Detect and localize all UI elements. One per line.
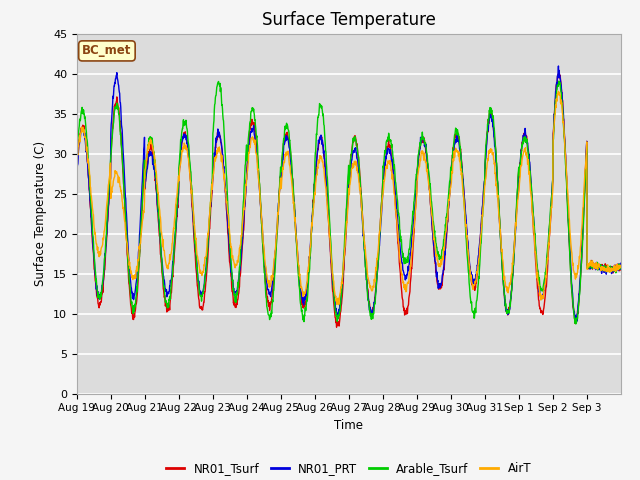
Arable_Tsurf — [158, 256, 166, 262]
NR01_Tsurf — [73, 167, 81, 172]
NR01_PRT — [335, 312, 342, 318]
Arable_Tsurf — [335, 316, 342, 322]
NR01_Tsurf — [335, 319, 342, 324]
NR01_Tsurf — [617, 267, 625, 273]
Arable_Tsurf — [555, 78, 563, 84]
AirT — [324, 213, 332, 219]
Arable_Tsurf — [324, 189, 332, 194]
Arable_Tsurf — [572, 321, 580, 327]
AirT — [557, 101, 565, 107]
NR01_Tsurf — [557, 85, 565, 91]
AirT — [555, 88, 563, 94]
Line: AirT: AirT — [77, 91, 621, 305]
Arable_Tsurf — [611, 268, 618, 274]
NR01_PRT — [477, 225, 484, 230]
NR01_Tsurf — [333, 324, 340, 330]
NR01_PRT — [73, 168, 81, 173]
NR01_PRT — [617, 261, 625, 266]
NR01_PRT — [557, 81, 564, 87]
AirT — [477, 230, 485, 236]
NR01_Tsurf — [556, 70, 563, 75]
AirT — [611, 267, 618, 273]
Legend: NR01_Tsurf, NR01_PRT, Arable_Tsurf, AirT: NR01_Tsurf, NR01_PRT, Arable_Tsurf, AirT — [162, 457, 536, 480]
AirT — [617, 263, 625, 268]
NR01_PRT — [611, 268, 618, 274]
X-axis label: Time: Time — [334, 419, 364, 432]
NR01_PRT — [324, 205, 332, 211]
Arable_Tsurf — [557, 88, 564, 94]
AirT — [158, 233, 166, 239]
NR01_PRT — [555, 63, 563, 69]
NR01_PRT — [158, 257, 166, 263]
NR01_Tsurf — [611, 265, 618, 271]
Title: Surface Temperature: Surface Temperature — [262, 11, 436, 29]
Arable_Tsurf — [617, 263, 625, 269]
Line: Arable_Tsurf: Arable_Tsurf — [77, 81, 621, 324]
Line: NR01_PRT: NR01_PRT — [77, 66, 621, 321]
Text: BC_met: BC_met — [82, 44, 132, 58]
AirT — [335, 302, 342, 308]
AirT — [335, 299, 342, 304]
Line: NR01_Tsurf: NR01_Tsurf — [77, 72, 621, 327]
Arable_Tsurf — [73, 153, 81, 159]
Arable_Tsurf — [477, 241, 484, 247]
NR01_Tsurf — [158, 268, 166, 274]
NR01_Tsurf — [324, 207, 332, 213]
AirT — [73, 156, 81, 162]
NR01_PRT — [573, 318, 580, 324]
Y-axis label: Surface Temperature (C): Surface Temperature (C) — [35, 141, 47, 286]
NR01_Tsurf — [477, 221, 485, 227]
